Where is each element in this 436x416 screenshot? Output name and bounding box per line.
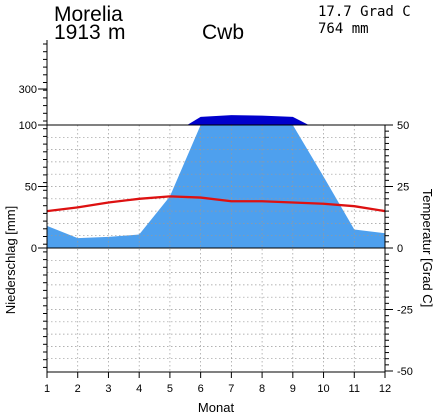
- right-tick-label: -25: [397, 305, 413, 317]
- right-tick-label: 25: [397, 182, 409, 194]
- x-tick-label: 4: [136, 383, 142, 395]
- station-altitude: 1913: [54, 22, 101, 43]
- x-axis-title: Monat: [198, 400, 235, 415]
- left-tick-label: 50: [25, 182, 37, 194]
- koppen-class: Cwb: [202, 22, 244, 43]
- x-tick-label: 5: [167, 383, 173, 395]
- precipitation-area: [47, 115, 385, 248]
- x-tick-label: 3: [105, 383, 111, 395]
- right-tick-label: 50: [397, 120, 409, 132]
- left-tick-label: 100: [19, 120, 37, 132]
- x-tick-label: 9: [290, 383, 296, 395]
- right-tick-label: 0: [397, 243, 403, 255]
- precipitation-over-100-fill: [187, 115, 308, 125]
- x-tick-label: 11: [349, 383, 360, 395]
- left-tick-label: 0: [31, 243, 37, 255]
- annual-precipitation: 764 mm: [318, 22, 369, 36]
- mean-temperature: 17.7 Grad C: [318, 5, 411, 19]
- x-tick-label: 2: [75, 383, 81, 395]
- right-axis-title: Temperatur [Grad C]: [420, 189, 435, 308]
- x-tick-label: 1: [44, 383, 50, 395]
- left-tick-label: 300: [19, 84, 37, 96]
- right-tick-label: -50: [397, 366, 413, 378]
- x-tick-label: 12: [379, 383, 391, 395]
- x-tick-label: 7: [228, 383, 234, 395]
- x-tick-label: 8: [259, 383, 265, 395]
- x-tick-label: 10: [317, 383, 329, 395]
- station-altitude-unit: m: [108, 22, 126, 43]
- left-axis-title: Niederschlag [mm]: [3, 206, 18, 314]
- x-tick-label: 6: [198, 383, 204, 395]
